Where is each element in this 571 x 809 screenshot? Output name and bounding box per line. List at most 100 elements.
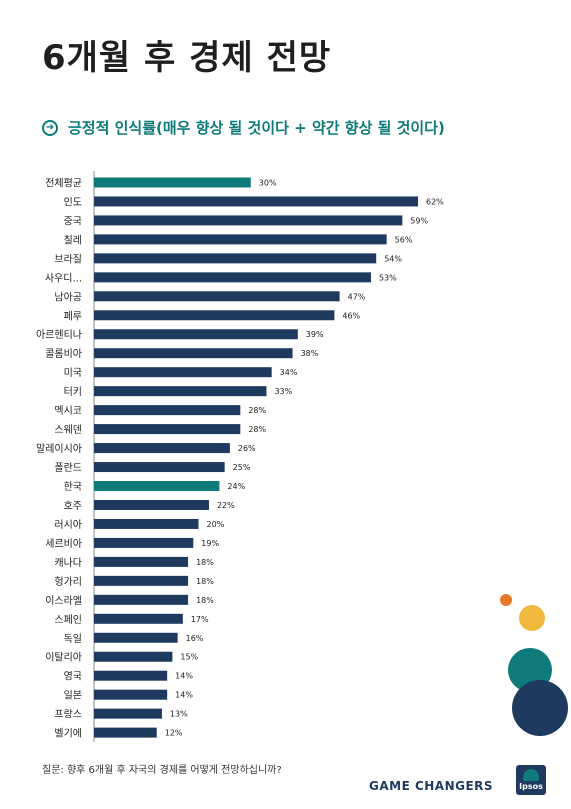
value-label: 15% (180, 653, 198, 662)
category-label: 멕시코 (54, 405, 82, 417)
category-label: 폴란드 (54, 462, 82, 474)
bar (94, 727, 157, 738)
category-label: 벨기에 (54, 728, 82, 740)
category-label: 페루 (64, 310, 82, 322)
value-label: 16% (186, 634, 204, 643)
bar (94, 670, 168, 681)
category-label: 스페인 (54, 614, 82, 626)
category-label: 러시아 (54, 519, 82, 531)
value-label: 56% (395, 235, 413, 244)
category-label: 프랑스 (54, 709, 82, 721)
category-label: 브라질 (54, 253, 82, 265)
category-label: 콜롬비아 (45, 348, 82, 360)
category-label: 캐나다 (54, 557, 82, 569)
category-label: 세르비아 (45, 538, 82, 550)
value-label: 18% (196, 596, 214, 605)
bar (94, 310, 335, 321)
bar (94, 386, 267, 397)
category-label: 남아공 (54, 291, 82, 303)
value-label: 25% (233, 463, 251, 472)
category-label: 독일 (64, 633, 82, 645)
brand-text: GAME CHANGERS (369, 779, 494, 793)
ipsos-logo: Ipsos (516, 765, 546, 795)
category-label: 헝가리 (54, 576, 82, 588)
bar (94, 177, 251, 188)
value-label: 22% (217, 501, 235, 510)
category-label: 전체평균 (45, 177, 82, 189)
value-label: 47% (348, 292, 366, 301)
logo-accent-shape (523, 769, 539, 781)
value-label: 20% (207, 520, 225, 529)
category-label: 중국 (64, 215, 82, 227)
bar (94, 253, 377, 264)
bar (94, 215, 403, 226)
bar (94, 708, 162, 719)
bar (94, 348, 293, 359)
bar (94, 632, 178, 643)
category-label: 스웨덴 (54, 424, 82, 436)
bar (94, 689, 168, 700)
category-label: 터키 (64, 386, 82, 398)
logo-text: Ipsos (519, 782, 543, 791)
bar (94, 499, 209, 510)
subtitle-text: 긍정적 인식률(매우 향상 될 것이다 + 약간 향상 될 것이다) (68, 119, 445, 137)
bar (94, 537, 194, 548)
category-label: 칠레 (64, 234, 82, 246)
bar (94, 556, 189, 567)
bar (94, 234, 387, 245)
value-label: 17% (191, 615, 209, 624)
value-label: 30% (259, 178, 277, 187)
value-label: 26% (238, 444, 256, 453)
value-label: 14% (175, 691, 193, 700)
category-label: 이탈리아 (45, 651, 82, 664)
value-label: 34% (280, 368, 298, 377)
value-label: 28% (248, 425, 266, 434)
category-label: 미국 (64, 367, 82, 379)
value-label: 59% (410, 216, 428, 225)
category-label: 아르헨티나 (36, 329, 82, 341)
navy-circle (512, 680, 568, 736)
value-label: 62% (426, 197, 444, 206)
bar (94, 405, 241, 416)
bar (94, 329, 298, 340)
value-label: 46% (342, 311, 360, 320)
category-label: 이스라엘 (45, 594, 82, 607)
category-label: 영국 (64, 671, 82, 683)
yellow-circle (519, 605, 545, 631)
bar (94, 481, 220, 492)
bar (94, 272, 371, 283)
value-label: 18% (196, 558, 214, 567)
bar (94, 613, 183, 624)
value-label: 24% (227, 482, 245, 491)
bar (94, 575, 189, 586)
value-label: 28% (248, 406, 266, 415)
value-label: 12% (165, 729, 183, 738)
value-label: 39% (306, 330, 324, 339)
chart-subtitle: ➜ 긍정적 인식률(매우 향상 될 것이다 + 약간 향상 될 것이다) (42, 117, 445, 138)
value-label: 19% (201, 539, 219, 548)
footnote: 질문: 향후 6개월 후 자국의 경제를 어떻게 전망하십니까? (42, 765, 282, 776)
value-label: 18% (196, 577, 214, 586)
value-label: 33% (274, 387, 292, 396)
bar (94, 424, 241, 435)
category-label: 사우디... (45, 272, 82, 284)
value-label: 38% (301, 349, 319, 358)
bar-chart: 전체평균 30% 인도 62% 중국 59% 칠레 56% 브라질 54% 사우디... 53% 남아공… (36, 171, 444, 743)
bar (94, 594, 189, 605)
bar (94, 443, 230, 454)
category-label: 일본 (64, 690, 82, 702)
bar (94, 367, 272, 378)
bar (94, 291, 340, 302)
category-label: 말레이시아 (36, 443, 82, 455)
arrow-circle-icon: ➜ (42, 119, 58, 136)
decorative-circles (500, 594, 568, 736)
value-label: 14% (175, 672, 193, 681)
category-label: 한국 (64, 481, 82, 493)
category-label: 인도 (64, 196, 82, 208)
orange-dot (500, 594, 512, 606)
bar (94, 518, 199, 529)
page-title: 6개월 후 경제 전망 (42, 38, 332, 78)
category-label: 호주 (64, 500, 82, 512)
bar (94, 196, 418, 207)
value-label: 54% (384, 254, 402, 263)
